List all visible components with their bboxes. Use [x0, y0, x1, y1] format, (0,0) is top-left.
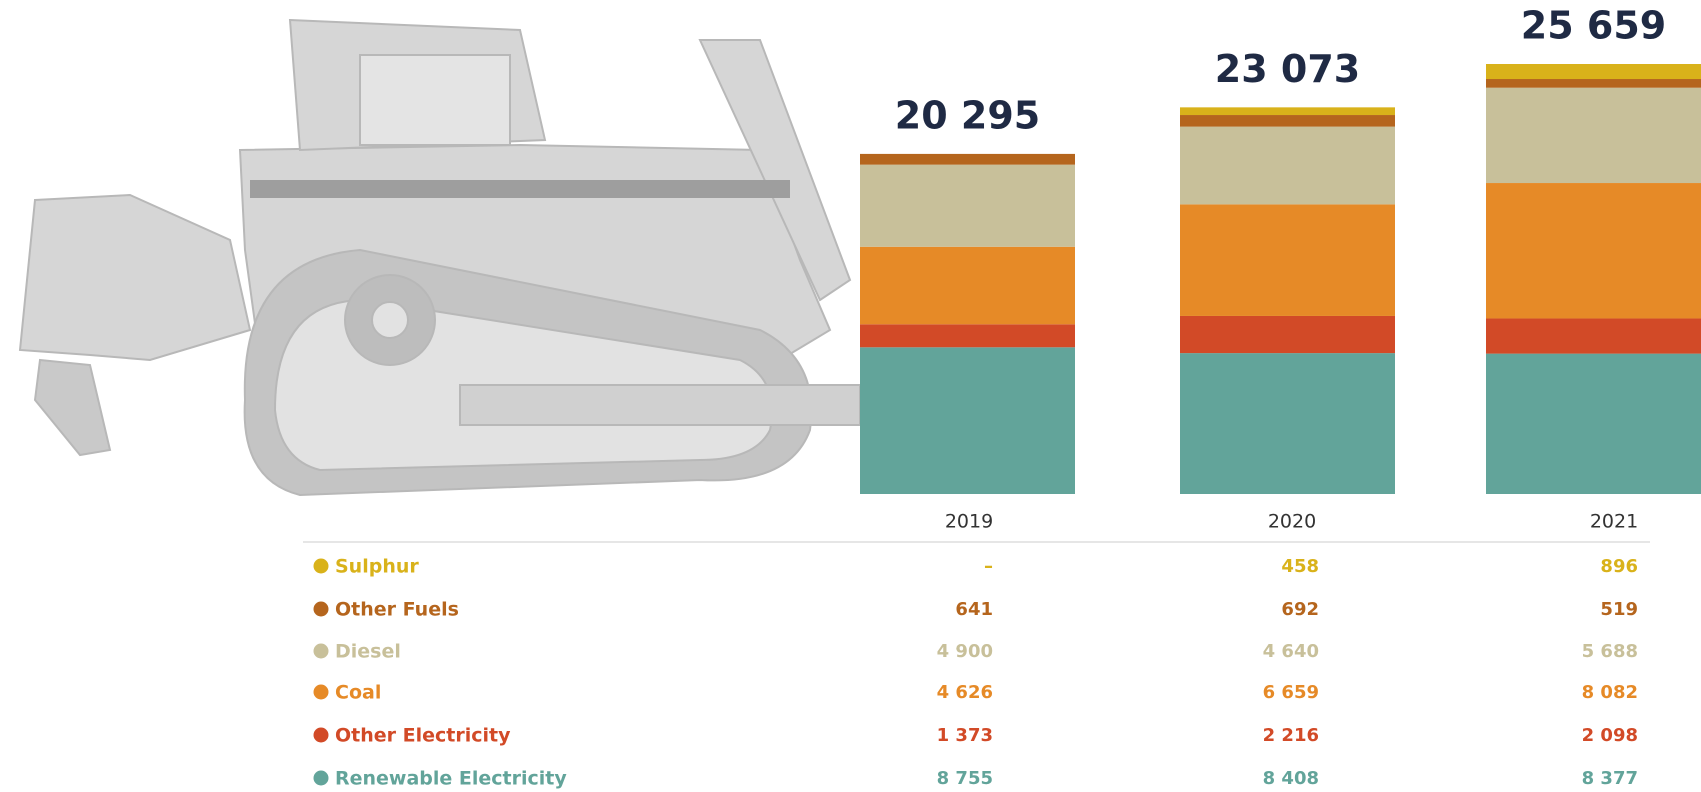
value-label: 692 — [1281, 599, 1319, 620]
value-label: 4 640 — [1263, 641, 1319, 662]
legend-label: Renewable Electricity — [335, 768, 567, 790]
bar-segment — [1180, 204, 1395, 316]
value-label: 458 — [1281, 556, 1319, 577]
legend-label: Other Fuels — [335, 599, 459, 621]
legend-dot — [313, 601, 329, 617]
value-label: 1 373 — [937, 725, 993, 746]
bar-segment — [1180, 126, 1395, 205]
bar-segment — [1486, 318, 1701, 354]
total-label: 25 659 — [1521, 4, 1666, 48]
year-label: 2021 — [1590, 511, 1638, 533]
value-label: 8 377 — [1582, 768, 1638, 789]
bar-segment — [860, 246, 1075, 325]
value-label: 2 216 — [1263, 725, 1319, 746]
value-label: 896 — [1600, 556, 1638, 577]
legend-label: Diesel — [335, 641, 401, 663]
value-label: 641 — [955, 599, 993, 620]
legend-label: Sulphur — [335, 556, 419, 578]
value-label: 519 — [1600, 599, 1638, 620]
bar-segment — [1486, 79, 1701, 88]
year-label: 2019 — [945, 511, 993, 533]
bar-segment — [1180, 107, 1395, 116]
bar-segment — [1486, 87, 1701, 184]
value-label: 8 755 — [937, 768, 993, 789]
value-label: – — [984, 556, 993, 577]
year-label: 2020 — [1268, 511, 1316, 533]
bar-segment — [1486, 353, 1701, 494]
bar-segment — [860, 324, 1075, 348]
value-label: 8 082 — [1582, 682, 1638, 703]
bulldozer-image — [18, 18, 861, 497]
bar-segment — [1486, 64, 1701, 80]
bar-segment — [860, 153, 1075, 165]
legend-dot — [313, 727, 329, 743]
legend-dot — [313, 684, 329, 700]
total-label: 20 295 — [895, 93, 1040, 137]
value-label: 4 900 — [937, 641, 993, 662]
bar-segment — [1180, 115, 1395, 127]
value-label: 2 098 — [1582, 725, 1638, 746]
legend-dot — [313, 770, 329, 786]
legend-label: Coal — [335, 682, 381, 704]
bar-segment — [1180, 315, 1395, 354]
bar-segment — [1180, 353, 1395, 494]
legend-label: Other Electricity — [335, 725, 511, 747]
value-label: 8 408 — [1263, 768, 1319, 789]
value-label: 5 688 — [1582, 641, 1638, 662]
total-label: 23 073 — [1215, 47, 1360, 91]
bar-segment — [860, 347, 1075, 494]
bar-segment — [1486, 183, 1701, 319]
value-label: 4 626 — [937, 682, 993, 703]
legend-dot — [313, 558, 329, 574]
value-label: 6 659 — [1263, 682, 1319, 703]
legend-dot — [313, 643, 329, 659]
bar-segment — [860, 164, 1075, 247]
